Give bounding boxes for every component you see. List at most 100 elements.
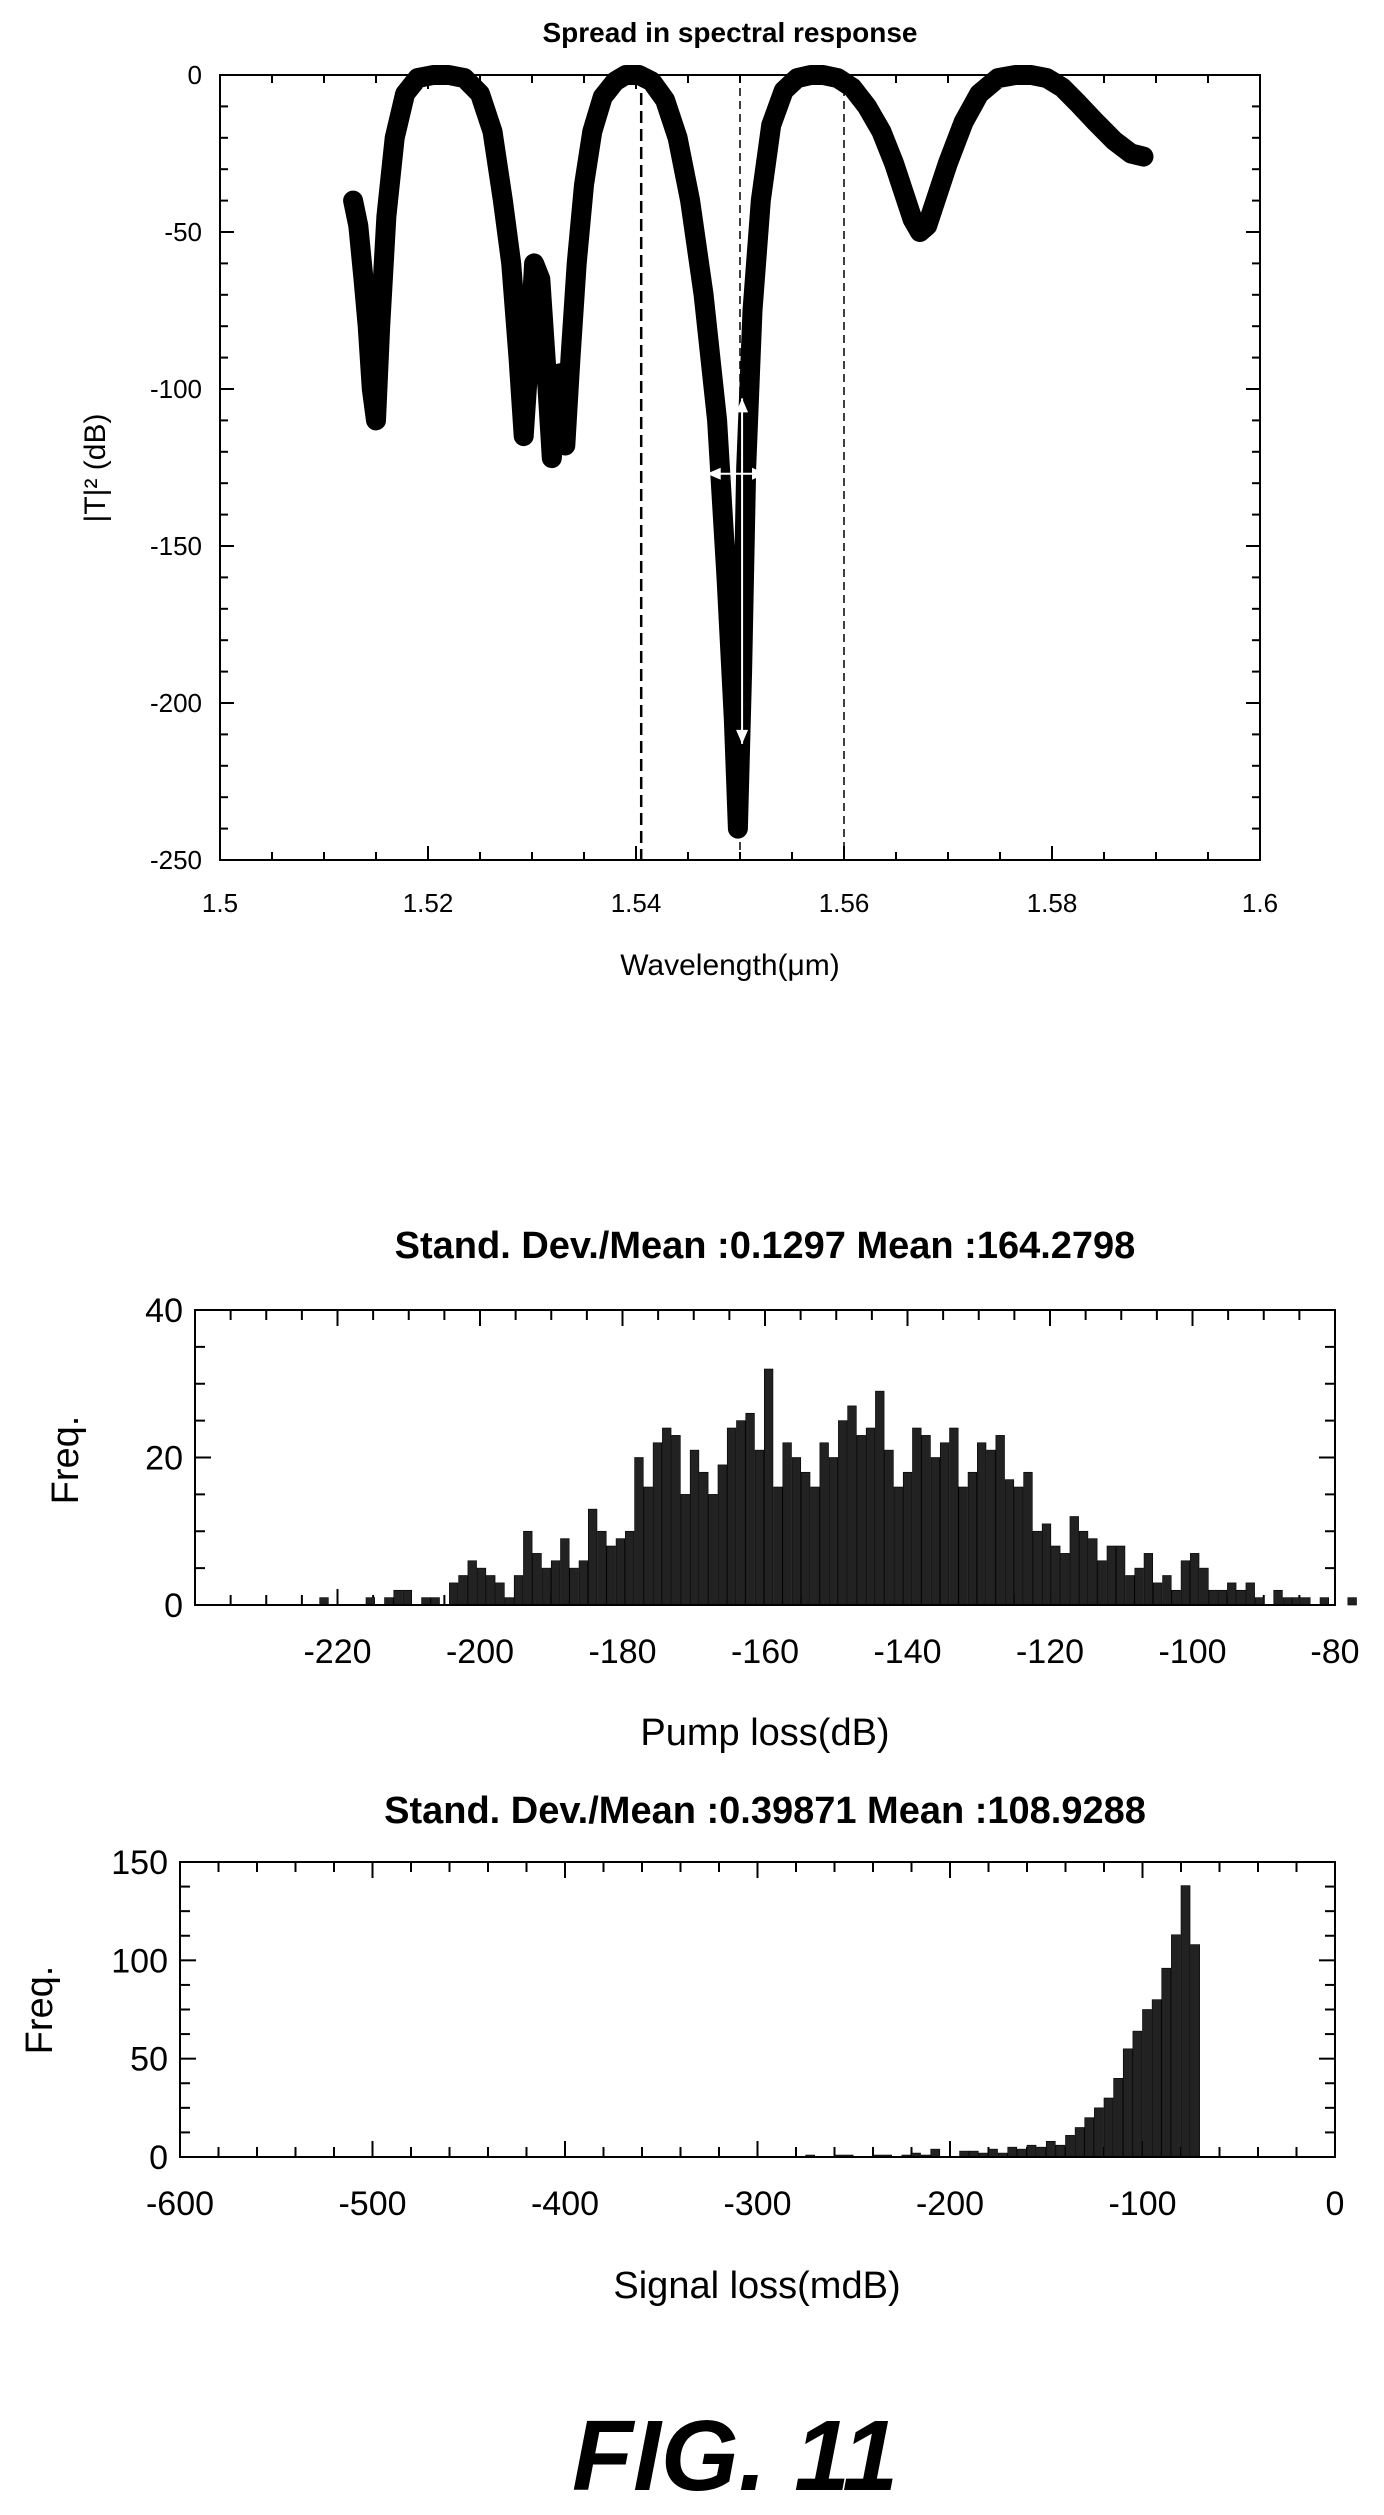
histogram-bar <box>699 1471 709 1606</box>
histogram-bar <box>1153 1582 1163 1606</box>
histogram-bar <box>902 1471 913 1606</box>
histogram-bar <box>708 1494 718 1606</box>
histogram-bar <box>1190 1944 1200 2158</box>
histogram-bar <box>810 1486 820 1606</box>
histogram-bar <box>587 1508 598 1606</box>
y-tick-label: 0 <box>164 1587 183 1625</box>
signal-loss-histogram: Stand. Dev./Mean :0.39871 Mean :108.9288… <box>19 1790 1344 2307</box>
x-tick-label: -200 <box>446 1633 514 1671</box>
x-tick-label: 1.6 <box>1242 888 1278 918</box>
histogram-bar <box>1060 1553 1070 1606</box>
pump-loss-histogram: Stand. Dev./Mean :0.1297 Mean :164.2798 … <box>45 1225 1360 1754</box>
histogram-bar <box>1151 1999 1162 2158</box>
arrow-head-up <box>736 398 749 413</box>
histogram-bar <box>893 1486 903 1606</box>
chart-title: Stand. Dev./Mean :0.39871 Mean :108.9288 <box>384 1790 1146 1832</box>
histogram-bar <box>1103 2097 1114 2158</box>
y-axis-label: Freq. <box>19 1966 61 2055</box>
histogram-bar <box>995 1435 1005 1606</box>
histogram-bar <box>1227 1582 1237 1606</box>
y-tick-label: -150 <box>150 531 202 561</box>
histogram-bar <box>1032 1530 1042 1606</box>
histogram-bars <box>805 1885 1200 2158</box>
histogram-bar <box>1291 1597 1302 1606</box>
histogram-bar <box>1065 2135 1075 2158</box>
histogram-bar <box>1190 1553 1200 1606</box>
histogram-bar <box>365 1597 375 1606</box>
histogram-bar <box>1347 1597 1357 1606</box>
histogram-bar <box>634 1457 644 1606</box>
histogram-bar <box>949 1427 959 1606</box>
histogram-bar <box>1161 1967 1172 2158</box>
histogram-bar <box>967 1471 978 1606</box>
histogram-bar <box>745 1412 755 1606</box>
histogram-bar <box>513 1575 524 1606</box>
histogram-bar <box>550 1560 561 1606</box>
histogram-bar <box>606 1545 616 1606</box>
histogram-bar <box>988 2148 998 2158</box>
histogram-bar <box>1041 1523 1052 1606</box>
axis-ticks <box>219 74 1261 861</box>
x-tick-labels: 1.5 1.52 1.54 1.56 1.58 1.6 <box>202 888 1278 918</box>
figure-label: FIG. 11 <box>572 2400 898 2512</box>
histogram-bar <box>819 1442 829 1606</box>
histogram-bar <box>1162 1575 1172 1606</box>
x-tick-label: -100 <box>1108 2185 1176 2223</box>
histogram-bar <box>736 1420 746 1606</box>
histogram-bar <box>763 1368 774 1606</box>
histogram-bar <box>1132 2030 1143 2158</box>
histogram-bar <box>1143 1553 1154 1606</box>
histogram-bar <box>615 1538 626 1606</box>
x-axis-label: Pump loss(dB) <box>640 1712 889 1754</box>
histogram-bar <box>1078 1530 1089 1606</box>
y-tick-label: 100 <box>111 1942 168 1980</box>
y-tick-labels: 0 20 40 <box>145 1292 183 1625</box>
histogram-bar <box>1273 1589 1283 1606</box>
x-tick-label: 1.54 <box>611 888 662 918</box>
x-tick-label: 1.5 <box>202 888 238 918</box>
histogram-bar <box>1045 2140 1056 2158</box>
histogram-bars <box>319 1368 1357 1606</box>
y-tick-label: -100 <box>150 374 202 404</box>
histogram-bar <box>560 1538 570 1606</box>
histogram-bar <box>1017 2148 1027 2158</box>
x-axis-label: Wavelength(μm) <box>620 949 840 982</box>
x-tick-label: -220 <box>303 1633 371 1671</box>
histogram-bar <box>1113 2078 1123 2158</box>
histogram-bar <box>1055 2144 1066 2158</box>
histogram-bar <box>652 1442 663 1606</box>
x-tick-label: -180 <box>588 1633 656 1671</box>
histogram-bar <box>1069 1516 1079 1606</box>
arrow-head-left <box>706 467 721 480</box>
histogram-bar <box>1004 1479 1015 1606</box>
x-tick-label: -400 <box>531 2185 599 2223</box>
histogram-bar <box>467 1560 477 1606</box>
histogram-bar <box>458 1575 468 1606</box>
histogram-bar <box>782 1442 792 1606</box>
chart-title: Spread in spectral response <box>542 17 917 48</box>
histogram-bar <box>1319 1597 1330 1606</box>
histogram-bar <box>1171 1934 1181 2158</box>
histogram-bar <box>912 1427 922 1606</box>
y-tick-label: 50 <box>130 2041 168 2079</box>
histogram-bar <box>958 1486 968 1606</box>
y-tick-label: 0 <box>149 2139 168 2177</box>
histogram-bar <box>1051 1545 1061 1606</box>
histogram-bar <box>1023 1471 1033 1606</box>
histogram-bar <box>717 1464 727 1606</box>
histogram-bar <box>1026 2144 1037 2158</box>
histogram-bar <box>662 1427 672 1606</box>
histogram-bar <box>1084 2117 1095 2158</box>
histogram-bar <box>402 1589 413 1606</box>
histogram-bar <box>495 1582 505 1606</box>
histogram-bar <box>1254 1597 1265 1606</box>
histogram-bar <box>828 1457 839 1606</box>
histogram-bar <box>1208 1589 1218 1606</box>
y-tick-label: 40 <box>145 1292 183 1330</box>
histogram-bar <box>1014 1486 1024 1606</box>
histogram-bar <box>791 1457 802 1606</box>
histogram-bar <box>671 1435 681 1606</box>
y-tick-label: -200 <box>150 688 202 718</box>
plot-frame <box>179 1861 1336 2158</box>
histogram-bar <box>856 1435 866 1606</box>
